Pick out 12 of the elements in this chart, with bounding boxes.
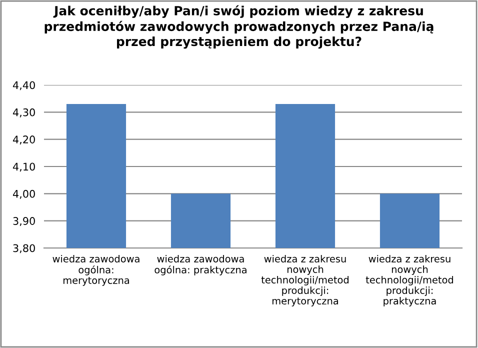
y-tick-label: 4,20 (12, 136, 35, 144)
x-tick-label: wiedza zawodowa ogólna: praktyczna (154, 254, 246, 276)
chart-title: Jak oceniłby/aby Pan/i swój poziom wiedzy z zakresu przedmiotów zawodowych prowadzonych przez Pana/ią przed przystąpieniem do projektu? (44, 5, 434, 49)
x-tick-label: wiedza z zakresu nowych technologii/metod produkcji: praktyczna (366, 254, 454, 306)
y-tick-label: 3,80 (13, 244, 35, 254)
y-tick-label: 4,00 (12, 190, 35, 199)
y-tick-label: 4,30 (12, 108, 35, 118)
y-tick-label: 4,40 (12, 81, 35, 90)
x-tick-label: wiedza zawodowa ogólna: merytoryczna (52, 254, 140, 286)
y-tick-label: 4,10 (12, 162, 35, 172)
y-tick-label: 3,90 (13, 217, 35, 226)
x-tick-label: wiedza z zakresu nowych technologii/metod produkcji: merytoryczna (261, 254, 349, 306)
